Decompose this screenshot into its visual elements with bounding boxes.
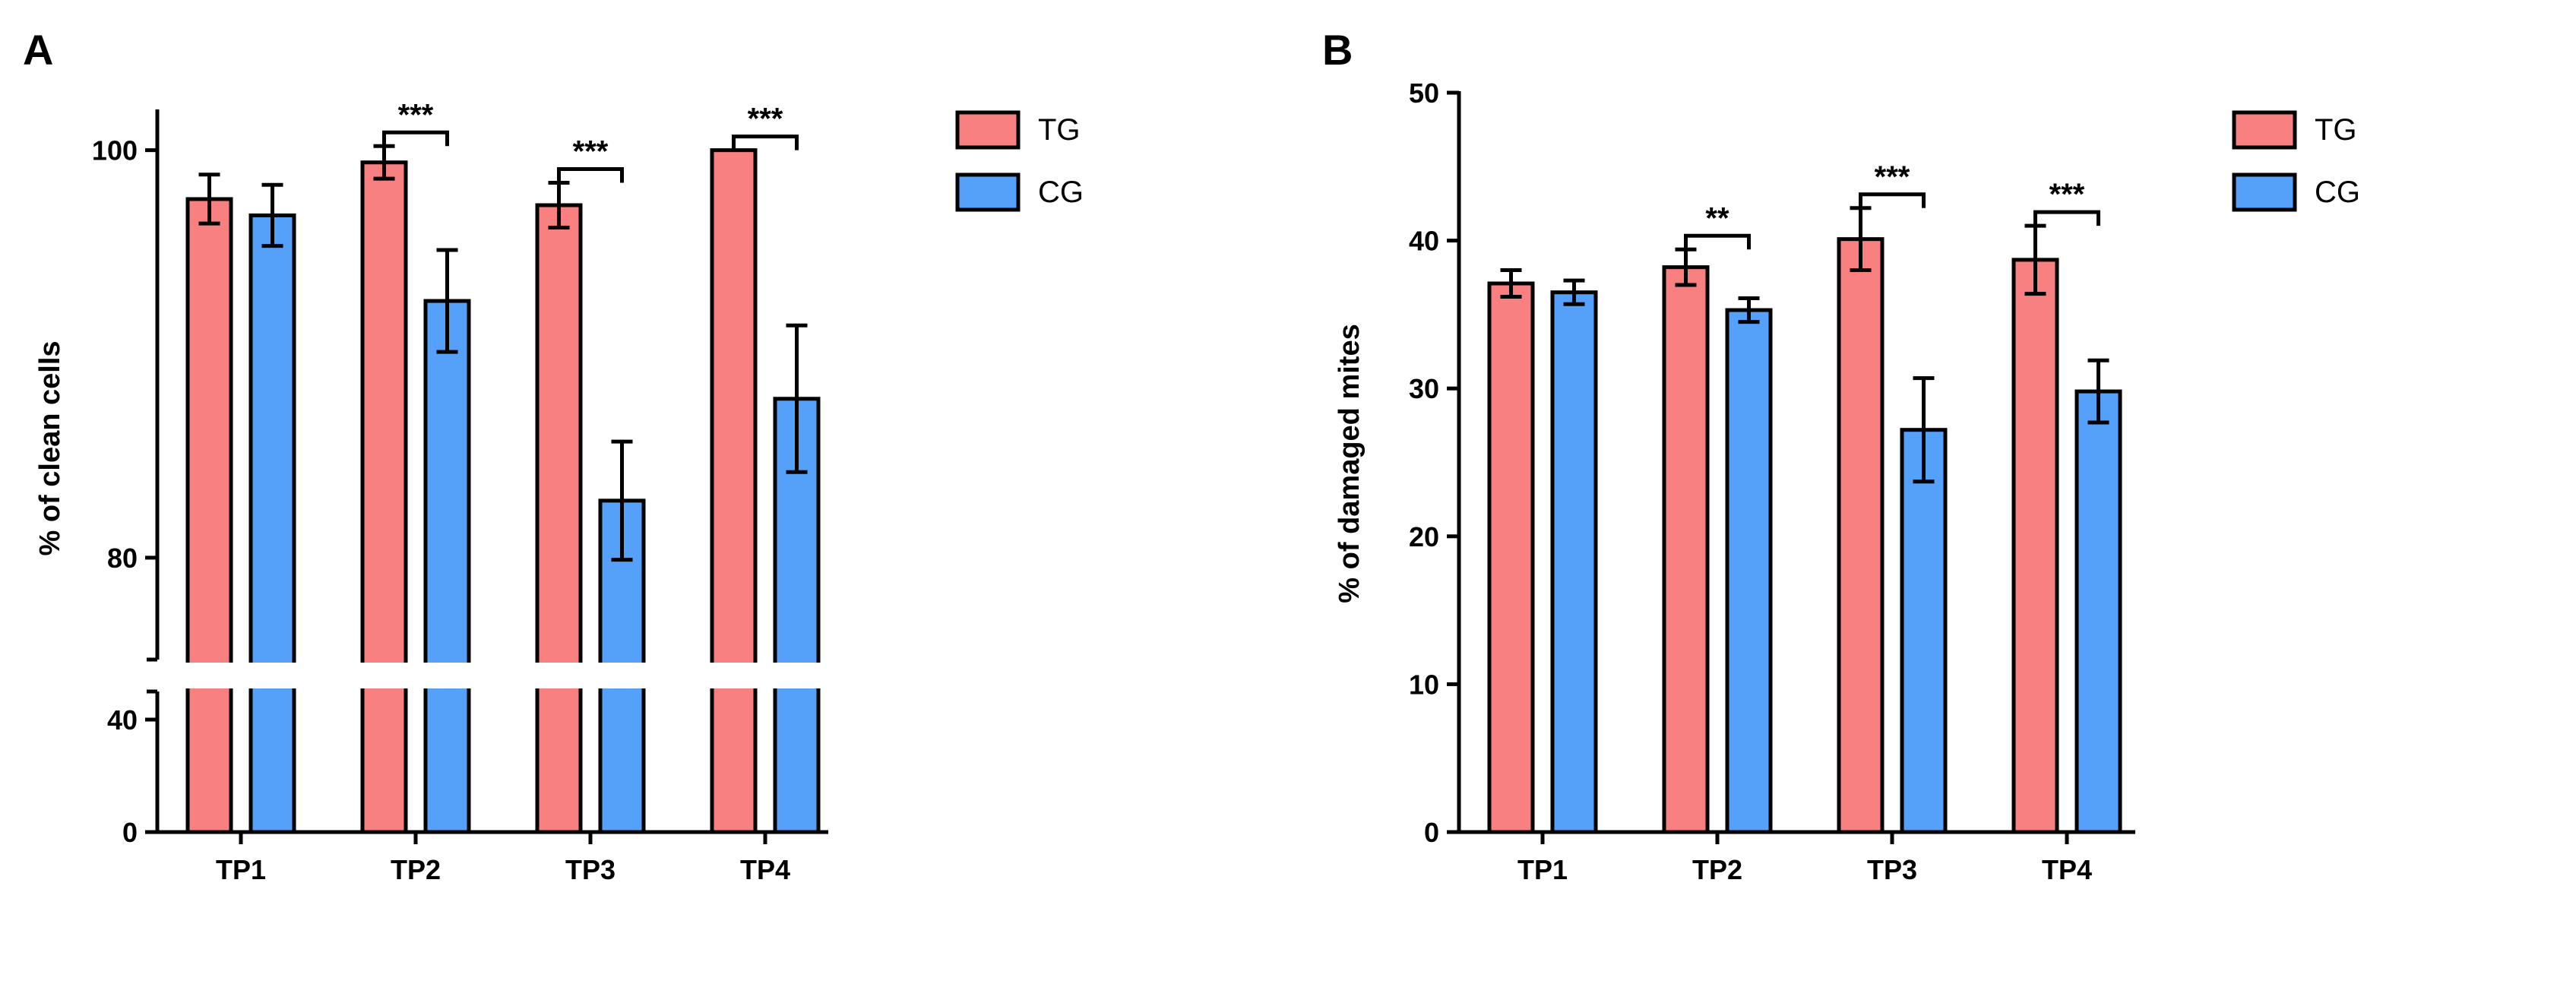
significance-label-tp4: *** [2049, 178, 2085, 211]
legend-label-tg: TG [1038, 113, 1081, 147]
error-bar-cg-tp2 [436, 248, 458, 354]
panel-a-legend: TG CG [955, 110, 1084, 212]
error-bar-cg-tp1 [261, 182, 283, 248]
panel-b-axes: TP1 TP2 TP3 TP4 0 10 20 30 40 50 [1409, 78, 2135, 885]
bar-tg-tp2 [1662, 265, 1710, 834]
y-tick-label-40: 40 [1409, 226, 1439, 257]
legend-label-tg: TG [2315, 113, 2357, 147]
significance-label-tp2: ** [1705, 201, 1729, 235]
panel-a-axes: TP1 TP2 TP3 TP4 0 40 80 100 [92, 109, 828, 885]
x-tick-label-tp3: TP3 [1867, 854, 1917, 885]
error-bar-tg-tp1 [198, 172, 220, 226]
y-tick-label-0: 0 [1424, 817, 1439, 848]
error-bar-cg-tp1 [1563, 278, 1585, 306]
panel-b-error-bars [1500, 206, 2109, 484]
bar-tg-tp1 [1487, 281, 1535, 834]
panel-a-error-bars [198, 144, 808, 562]
significance-tp3: *** [1859, 160, 1926, 208]
error-bar-cg-tp3 [1913, 376, 1935, 484]
significance-tp2: *** [382, 98, 449, 147]
legend-label-cg: CG [2315, 176, 2360, 209]
panel-b-legend: TG CG [2232, 110, 2360, 212]
bar-tg-tp2 [360, 160, 408, 834]
legend-swatch-tg [955, 110, 1021, 150]
y-tick-label-80: 80 [107, 543, 138, 574]
bar-cg-tp2 [423, 299, 471, 834]
y-tick-label-10: 10 [1409, 669, 1439, 700]
bar-tg-tp3 [535, 203, 583, 834]
error-bar-tg-tp1 [1500, 268, 1522, 299]
significance-tp4: *** [2033, 178, 2100, 226]
axis-break-gap [142, 663, 828, 688]
significance-label-tp4: *** [748, 103, 783, 136]
panel-b-y-axis-label: % of damaged mites [1334, 324, 1366, 603]
legend-swatch-tg [2232, 110, 2297, 150]
y-tick-label-0: 0 [122, 817, 138, 848]
panel-a-bars [185, 148, 821, 834]
x-tick-label-tp2: TP2 [1692, 854, 1742, 885]
bar-cg-tp1 [248, 213, 296, 834]
bar-tg-tp4 [2011, 258, 2059, 834]
panel-a-significance: *** *** *** [382, 98, 799, 183]
y-tick-label-40: 40 [107, 704, 138, 736]
significance-tp3: *** [557, 135, 624, 183]
significance-tp4: *** [732, 103, 799, 150]
significance-label-tp3: *** [573, 135, 609, 169]
x-tick-label-tp2: TP2 [391, 854, 441, 885]
x-tick-label-tp3: TP3 [565, 854, 616, 885]
y-tick-label-20: 20 [1409, 521, 1439, 552]
legend-swatch-cg [955, 172, 1021, 212]
legend-swatch-cg [2232, 172, 2297, 212]
bar-cg-tp1 [1550, 290, 1598, 834]
bar-tg-tp3 [1837, 237, 1885, 834]
bar-cg-tp4 [2074, 389, 2122, 834]
x-tick-label-tp4: TP4 [2042, 854, 2092, 885]
x-tick-label-tp1: TP1 [216, 854, 266, 885]
panel-a-y-axis-label: % of clean cells [34, 340, 66, 555]
panel-b-letter: B [1322, 26, 1353, 74]
x-tick-label-tp4: TP4 [740, 854, 790, 885]
error-bar-cg-tp3 [611, 439, 633, 562]
significance-tp2: ** [1684, 201, 1751, 250]
panel-b-bars [1487, 237, 2122, 834]
x-tick-label-tp1: TP1 [1517, 854, 1568, 885]
y-tick-label-50: 50 [1409, 78, 1439, 109]
panel-a: A % of clean cells TP1 TP2 TP3 TP404080100 … [23, 26, 1084, 885]
error-bar-cg-tp2 [1738, 296, 1760, 324]
significance-label-tp2: *** [398, 98, 434, 131]
error-bar-cg-tp4 [2087, 358, 2109, 425]
bar-tg-tp4 [710, 148, 758, 834]
panel-a-letter: A [23, 26, 53, 74]
legend-label-cg: CG [1038, 176, 1084, 209]
error-bar-cg-tp4 [786, 323, 808, 474]
bar-tg-tp1 [185, 197, 233, 834]
significance-label-tp3: *** [1875, 160, 1910, 194]
panel-b: B % of damaged mites TP1 TP2 TP3 TP4 0 10 20 30… [1322, 26, 2360, 885]
bar-cg-tp3 [1900, 428, 1948, 834]
y-tick-label-100: 100 [92, 135, 138, 166]
bar-cg-tp2 [1725, 308, 1773, 834]
y-tick-label-30: 30 [1409, 373, 1439, 404]
panel-b-significance: ******** [1684, 160, 2100, 250]
